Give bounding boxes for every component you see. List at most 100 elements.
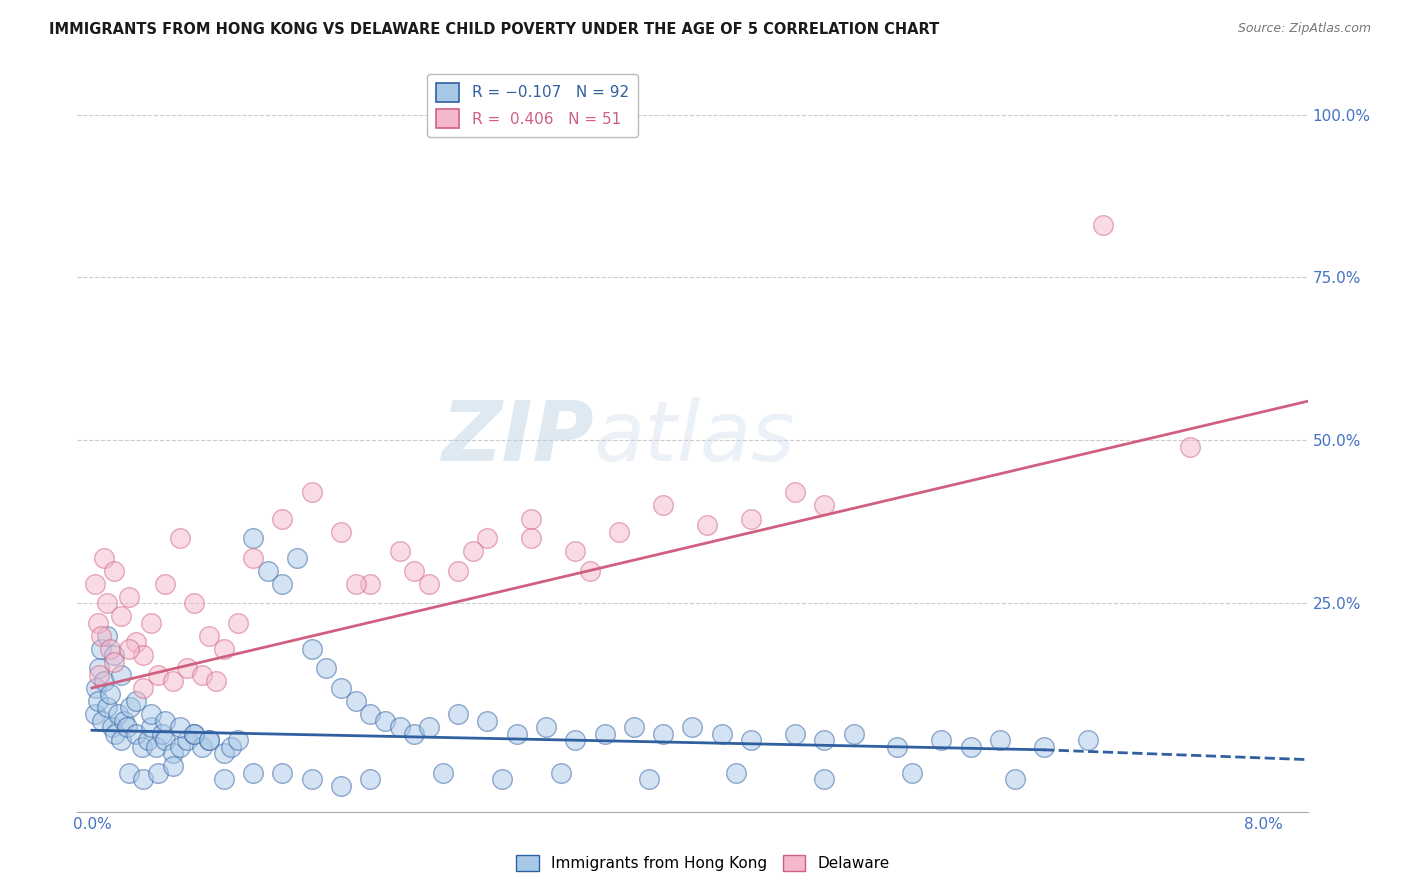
Point	[87, 694, 110, 708]
Point	[404, 726, 426, 740]
Point	[98, 641, 121, 656]
Point	[155, 733, 177, 747]
Point	[813, 499, 835, 513]
Point	[110, 733, 132, 747]
Point	[212, 772, 235, 786]
Point	[139, 615, 162, 630]
Point	[205, 674, 228, 689]
Point	[90, 641, 112, 656]
Point	[125, 635, 148, 649]
Point	[418, 576, 440, 591]
Point	[115, 720, 138, 734]
Point	[1033, 739, 1056, 754]
Point	[150, 726, 173, 740]
Point	[145, 739, 167, 754]
Point	[593, 726, 616, 740]
Point	[155, 714, 177, 728]
Point	[242, 550, 264, 565]
Point	[931, 733, 953, 747]
Point	[228, 733, 250, 747]
Point	[162, 674, 184, 689]
Point	[418, 720, 440, 734]
Point	[198, 733, 221, 747]
Point	[652, 726, 675, 740]
Point	[86, 681, 108, 695]
Point	[710, 726, 733, 740]
Point	[155, 576, 177, 591]
Point	[96, 700, 118, 714]
Text: Source: ZipAtlas.com: Source: ZipAtlas.com	[1237, 22, 1371, 36]
Point	[136, 733, 159, 747]
Point	[131, 739, 153, 754]
Point	[1077, 733, 1099, 747]
Point	[696, 518, 718, 533]
Point	[388, 544, 411, 558]
Point	[198, 733, 221, 747]
Point	[740, 733, 762, 747]
Point	[461, 544, 484, 558]
Point	[256, 564, 278, 578]
Point	[176, 661, 198, 675]
Point	[1004, 772, 1026, 786]
Point	[96, 629, 118, 643]
Point	[564, 544, 586, 558]
Point	[101, 720, 124, 734]
Point	[301, 772, 323, 786]
Point	[125, 694, 148, 708]
Point	[477, 531, 499, 545]
Point	[330, 681, 353, 695]
Point	[139, 706, 162, 721]
Point	[125, 726, 148, 740]
Point	[139, 720, 162, 734]
Point	[242, 531, 264, 545]
Point	[374, 714, 396, 728]
Point	[740, 511, 762, 525]
Point	[550, 765, 572, 780]
Point	[447, 564, 470, 578]
Point	[330, 779, 353, 793]
Point	[89, 661, 111, 675]
Text: atlas: atlas	[595, 397, 796, 477]
Point	[169, 531, 191, 545]
Point	[344, 694, 367, 708]
Point	[725, 765, 748, 780]
Point	[886, 739, 908, 754]
Point	[162, 759, 184, 773]
Point	[132, 648, 155, 663]
Point	[842, 726, 865, 740]
Point	[110, 668, 132, 682]
Point	[212, 641, 235, 656]
Point	[90, 629, 112, 643]
Point	[98, 688, 121, 702]
Point	[219, 739, 242, 754]
Point	[89, 668, 111, 682]
Point	[359, 576, 381, 591]
Point	[103, 655, 125, 669]
Text: IMMIGRANTS FROM HONG KONG VS DELAWARE CHILD POVERTY UNDER THE AGE OF 5 CORRELATI: IMMIGRANTS FROM HONG KONG VS DELAWARE CH…	[49, 22, 939, 37]
Point	[959, 739, 981, 754]
Point	[607, 524, 630, 539]
Point	[120, 700, 141, 714]
Point	[117, 765, 139, 780]
Point	[783, 485, 806, 500]
Point	[988, 733, 1011, 747]
Point	[520, 511, 543, 525]
Point	[564, 733, 586, 747]
Point	[477, 714, 499, 728]
Point	[169, 739, 191, 754]
Point	[117, 590, 139, 604]
Point	[93, 674, 115, 689]
Point	[169, 720, 191, 734]
Point	[404, 564, 426, 578]
Point	[183, 596, 205, 610]
Point	[103, 648, 125, 663]
Point	[198, 629, 221, 643]
Point	[315, 661, 337, 675]
Point	[228, 615, 250, 630]
Point	[652, 499, 675, 513]
Point	[447, 706, 470, 721]
Point	[1091, 219, 1114, 233]
Text: ZIP: ZIP	[441, 397, 595, 477]
Point	[285, 550, 308, 565]
Point	[813, 772, 835, 786]
